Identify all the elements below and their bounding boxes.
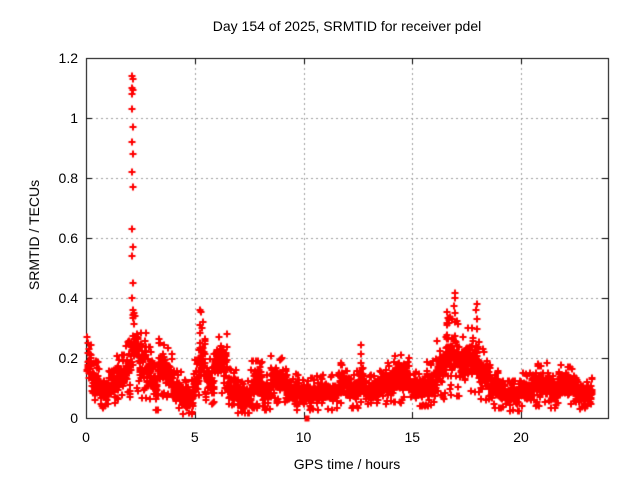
y-tick-label: 0.8 <box>58 170 78 186</box>
x-axis-label: GPS time / hours <box>293 456 401 472</box>
y-tick-label: 0.6 <box>58 230 78 246</box>
x-tick-label: 20 <box>513 429 529 445</box>
x-tick-label: 10 <box>295 429 312 445</box>
x-tick-label: 15 <box>404 429 421 445</box>
y-tick-label: 0.2 <box>58 350 78 366</box>
plot-title: Day 154 of 2025, SRMTID for receiver pde… <box>212 18 482 34</box>
x-tick-label: 5 <box>190 429 199 445</box>
y-tick-label: 0 <box>70 410 78 426</box>
x-tick-label: 0 <box>82 429 90 445</box>
y-tick-label: 1.2 <box>58 50 78 66</box>
y-tick-label: 0.4 <box>58 290 78 306</box>
y-tick-label: 1 <box>70 110 78 126</box>
